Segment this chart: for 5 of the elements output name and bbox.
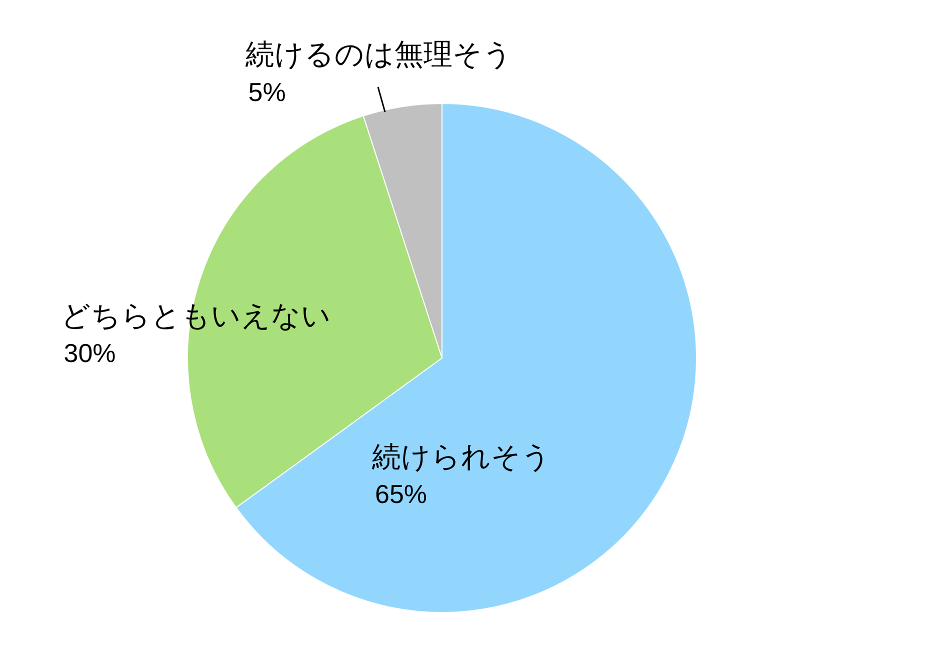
data-label: 5% <box>248 76 286 107</box>
data-label: 65% <box>375 478 428 509</box>
data-label: 30% <box>64 338 116 368</box>
slice-label: 続けられそう <box>371 439 552 474</box>
slice-label: 続けるのは無理そう <box>244 37 512 72</box>
